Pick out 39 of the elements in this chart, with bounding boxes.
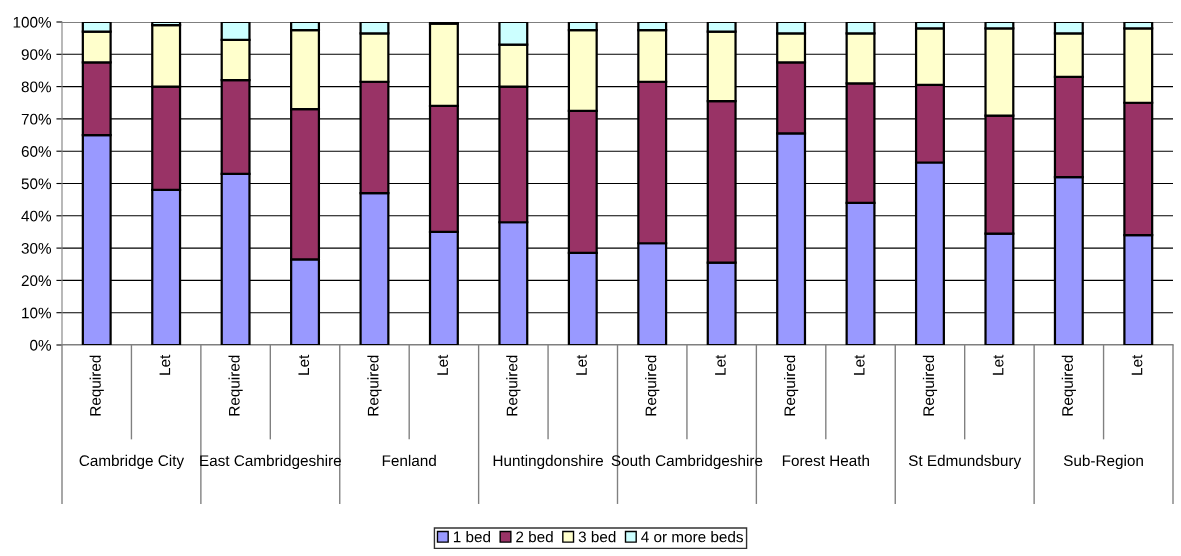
x-tick-label: Let [1131, 354, 1143, 375]
legend-label: 1 bed [453, 531, 491, 543]
text: St Edmundsbury [908, 454, 1022, 470]
x-tick-label: Required [228, 355, 243, 416]
legend-label: 4 or more beds [641, 531, 743, 543]
x-tick-label: Required [367, 355, 382, 416]
legend-label: 2 bed [516, 531, 553, 543]
y-tick-label: 100% [13, 16, 52, 28]
text: East Cambridgeshire [200, 454, 341, 470]
text: Fenland [382, 454, 436, 467]
text: Forest Heath [782, 454, 869, 467]
x-tick-label: Required [922, 355, 938, 416]
x-tick-label: Let [576, 354, 587, 375]
x-tick-label: Let [298, 354, 310, 375]
x-tick-label: Let [992, 354, 1004, 375]
y-tick-label: 40% [21, 210, 52, 222]
x-tick-label: Let [159, 354, 171, 375]
text: Cambridge City [79, 454, 185, 470]
x-tick-label: Let [715, 354, 726, 375]
y-tick-label: 90% [21, 49, 52, 60]
text: Sub-Region [1063, 454, 1143, 470]
y-tick-label: 0% [30, 339, 52, 351]
y-tick-label: 80% [21, 81, 52, 93]
y-tick-label: 20% [21, 275, 52, 287]
text: South Cambridgeshire [611, 454, 763, 470]
x-tick-label: Required [506, 355, 521, 416]
y-tick-label: 30% [21, 242, 52, 254]
legend-label: 3 bed [578, 531, 616, 543]
x-tick-label: Let [853, 354, 865, 375]
y-tick-label: 50% [21, 178, 52, 190]
x-tick-label: Required [89, 355, 104, 416]
x-tick-label: Required [783, 355, 799, 416]
x-tick-label: Required [645, 355, 660, 416]
x-tick-label: Required [1061, 355, 1076, 416]
y-tick-label: 10% [22, 307, 52, 319]
y-tick-label: 60% [21, 146, 52, 157]
x-tick-label: Let [437, 354, 449, 375]
y-tick-label: 70% [21, 113, 52, 125]
text: Huntingdonshire [493, 454, 604, 470]
